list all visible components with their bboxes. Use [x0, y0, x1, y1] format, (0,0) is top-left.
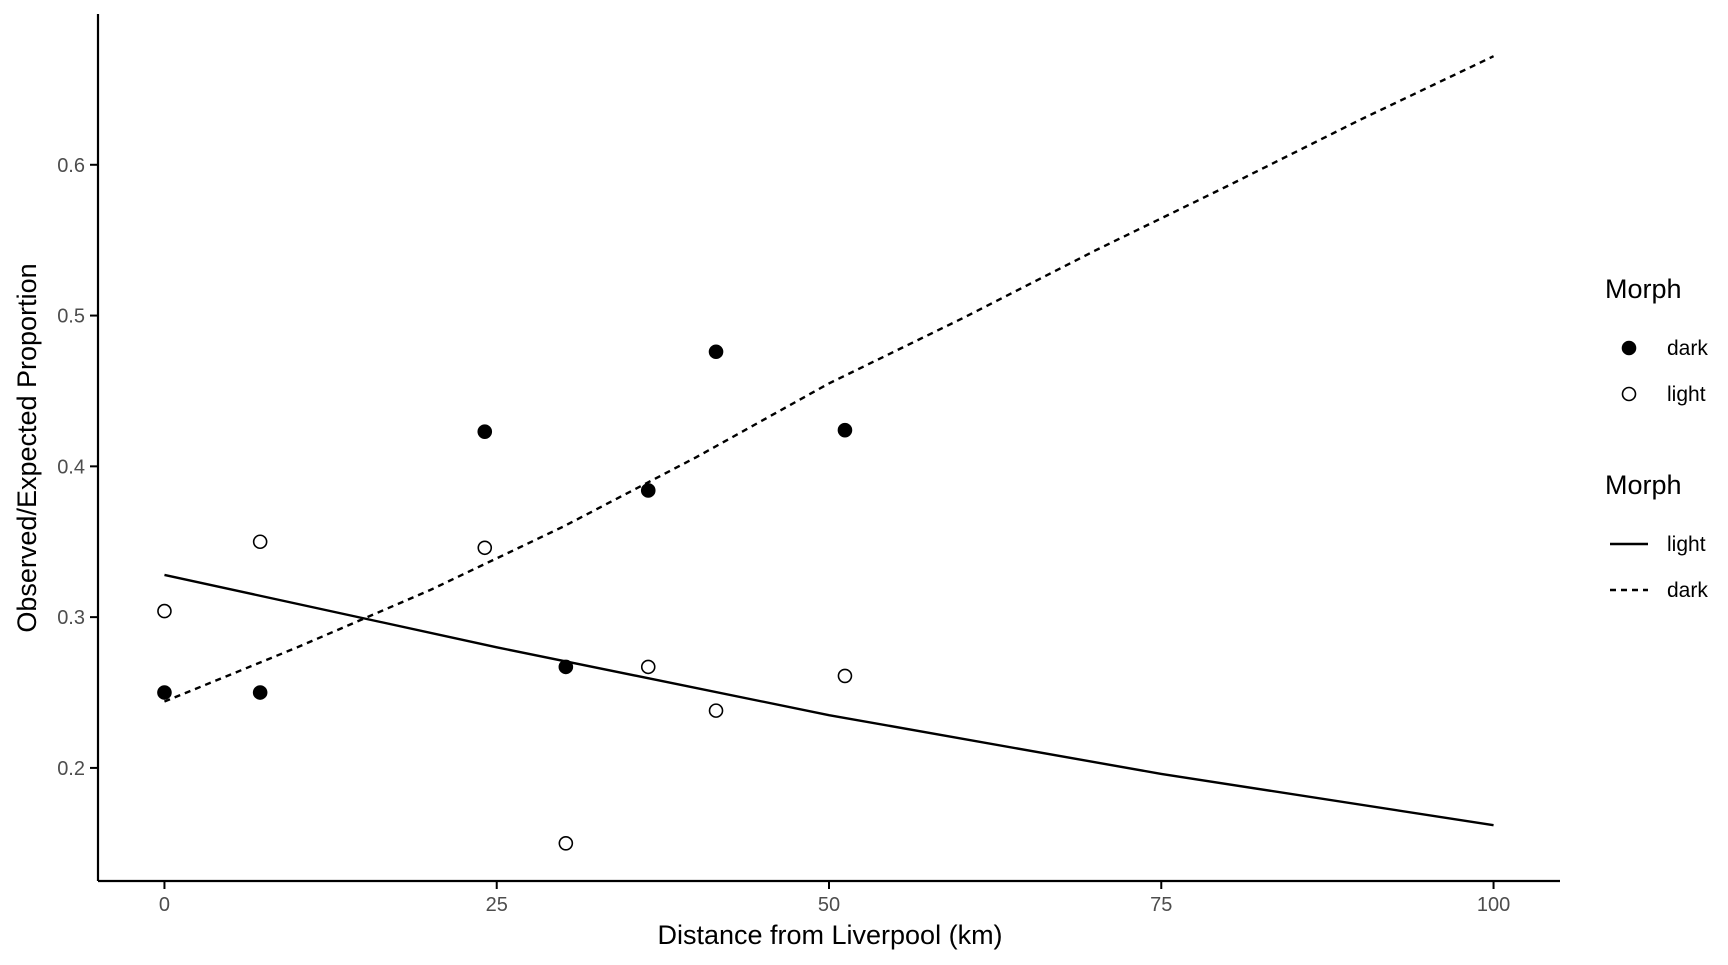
point-light — [837, 668, 853, 684]
y-tick-label: 0.6 — [57, 155, 85, 177]
legend-line: Morph light dark — [1605, 470, 1708, 602]
point-light — [157, 603, 172, 619]
axes: 0 25 50 75 100 0.2 0.3 0.4 0.5 0.6 — [57, 14, 1560, 916]
x-axis-title: Distance from Liverpool (km) — [657, 920, 1002, 950]
legend-title: Morph — [1605, 274, 1682, 304]
legend-key-light — [1621, 386, 1637, 402]
y-tick-label: 0.5 — [57, 306, 85, 328]
y-tick-label: 0.2 — [57, 758, 85, 780]
legend-key-dark — [1621, 340, 1637, 356]
x-tick-label: 0 — [159, 894, 170, 916]
legend-label-light: light — [1667, 383, 1706, 406]
y-tick-label: 0.4 — [57, 456, 85, 478]
x-tick-label: 100 — [1477, 894, 1510, 916]
point-light — [252, 534, 268, 550]
y-tick-label: 0.3 — [57, 607, 85, 629]
x-tick-label: 50 — [818, 894, 840, 916]
point-dark — [477, 424, 493, 439]
point-dark — [558, 659, 574, 675]
x-tick-label: 75 — [1150, 894, 1172, 916]
legend-point: Morph dark light — [1605, 274, 1708, 406]
point-dark — [252, 685, 268, 700]
fit-line-dark — [163, 55, 1495, 703]
legend-label-dark: dark — [1667, 337, 1708, 360]
point-light — [708, 703, 724, 718]
legend-label-light: light — [1667, 533, 1706, 556]
point-dark — [157, 685, 172, 700]
point-dark — [837, 422, 853, 438]
legends: Morph dark light Morph light dark — [1605, 274, 1708, 602]
legend-title: Morph — [1605, 470, 1682, 500]
legend-label-dark: dark — [1667, 579, 1708, 602]
point-light — [640, 659, 656, 675]
point-light — [477, 540, 493, 556]
fit-line-light — [164, 573, 1494, 827]
fit-lines — [163, 55, 1495, 827]
y-axis-title: Observed/Expected Proportion — [12, 263, 42, 632]
point-light — [558, 836, 574, 851]
data-points — [157, 344, 853, 851]
point-dark — [708, 344, 724, 360]
x-tick-label: 25 — [486, 894, 508, 916]
point-dark — [640, 483, 656, 498]
